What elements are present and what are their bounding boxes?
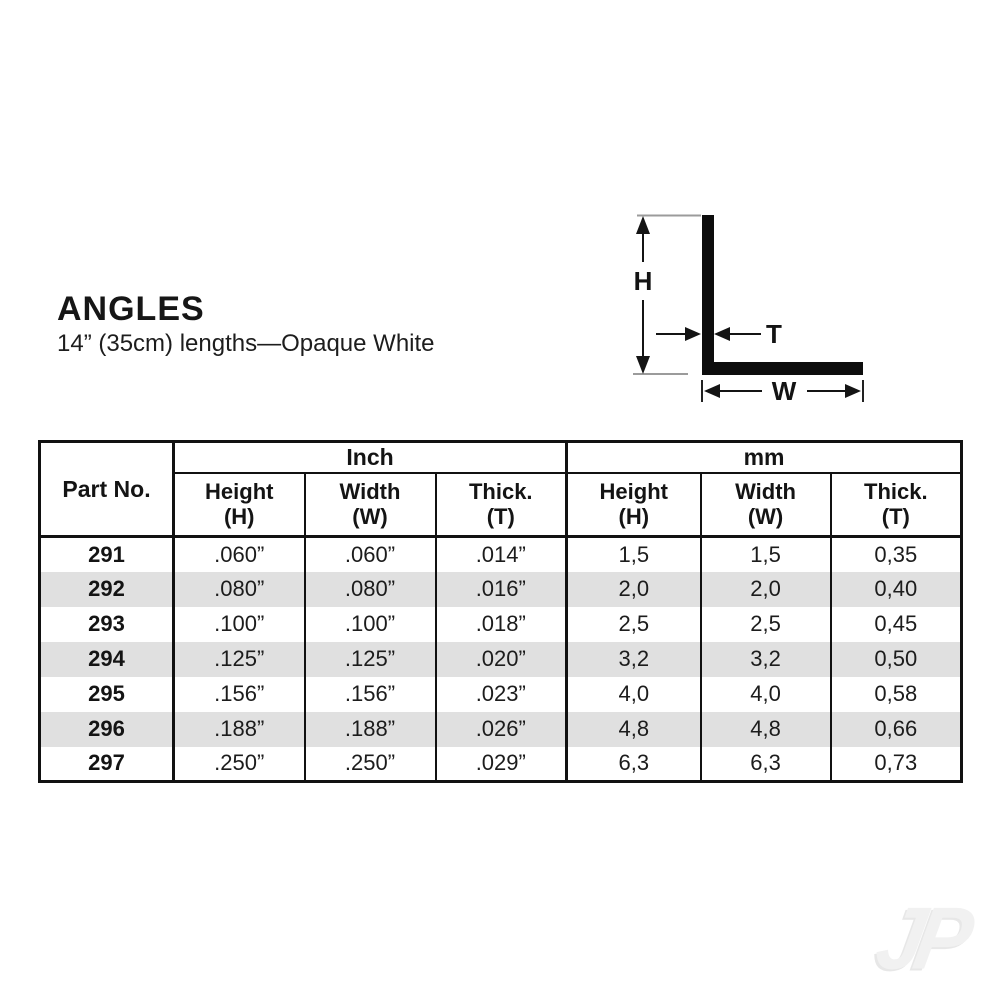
w-dim-label: W xyxy=(772,376,797,406)
mm-thick-cell: 0,45 xyxy=(829,606,962,642)
col-header-inch-height: Height (H) xyxy=(172,472,305,538)
mm-thick-cell: 0,35 xyxy=(829,536,962,572)
col-header-inch-thick: Thick. (T) xyxy=(434,472,567,538)
h-dim-label: H xyxy=(634,266,653,296)
inch-width-cell: .125” xyxy=(303,641,436,677)
inch-width-cell: .156” xyxy=(303,676,436,712)
mm-height-cell: 3,2 xyxy=(565,641,701,677)
group-header-mm: mm xyxy=(565,441,962,474)
header-line2: (H) xyxy=(223,504,255,530)
inch-height-cell: .156” xyxy=(172,676,305,712)
angles-spec-table: Part No. Inch mm Height (H) Width (W) Thic… xyxy=(38,440,964,783)
col-header-mm-height: Height (H) xyxy=(565,472,701,538)
header-line1: Width xyxy=(339,478,401,504)
col-header-mm-width: Width (W) xyxy=(699,472,831,538)
inch-height-cell: .100” xyxy=(172,606,305,642)
inch-height-cell: .188” xyxy=(172,711,305,747)
inch-height-cell: .250” xyxy=(172,746,305,782)
table-row: 294 .125” .125” .020” 3,2 3,2 0,50 xyxy=(39,641,962,677)
col-header-inch-width: Width (W) xyxy=(303,472,436,538)
header-line1: Thick. xyxy=(468,478,533,504)
inch-width-cell: .250” xyxy=(303,746,436,782)
table-row: 293 .100” .100” .018” 2,5 2,5 0,45 xyxy=(40,606,962,642)
header-line1: Width xyxy=(735,478,796,504)
mm-thick-cell: 0,50 xyxy=(829,641,962,677)
mm-thick-cell: 0,66 xyxy=(829,711,962,747)
inch-thick-cell: .016” xyxy=(434,571,567,607)
part-no-cell: 295 xyxy=(88,681,125,706)
group-header-row: Part No. Inch mm xyxy=(39,441,962,538)
inch-thick-cell: .029” xyxy=(434,746,567,782)
header-line2: (T) xyxy=(486,504,515,530)
page-title: ANGLES xyxy=(57,290,205,328)
sub-header-row: Height (H) Width (W) Thick. (T) Height (H) W… xyxy=(40,472,962,538)
mm-height-cell: 2,5 xyxy=(565,606,701,642)
mm-height-cell: 4,0 xyxy=(565,676,701,712)
arrowhead-right-icon xyxy=(685,327,701,341)
part-no-cell: 292 xyxy=(88,576,125,601)
table-row: 295 .156” .156” .023” 4,0 4,0 0,58 xyxy=(40,676,962,712)
inch-thick-cell: .020” xyxy=(434,641,567,677)
inch-width-cell: .188” xyxy=(303,711,436,747)
table-row: 291 .060” .060” .014” 1,5 1,5 0,35 xyxy=(40,536,962,572)
inch-width-cell: .080” xyxy=(303,571,436,607)
jp-watermark-logo: JP xyxy=(869,888,972,988)
header-line1: Height xyxy=(205,478,274,504)
inch-thick-cell: .023” xyxy=(434,676,567,712)
inch-height-cell: .060” xyxy=(172,536,305,572)
mm-thick-cell: 0,40 xyxy=(829,571,962,607)
header-line2: (W) xyxy=(747,504,784,530)
arrowhead-down-icon xyxy=(636,356,650,374)
mm-width-cell: 4,8 xyxy=(699,711,831,747)
mm-width-cell: 3,2 xyxy=(699,641,831,677)
mm-height-cell: 4,8 xyxy=(565,711,701,747)
inch-thick-cell: .018” xyxy=(434,606,567,642)
part-no-cell: 296 xyxy=(88,716,125,741)
arrowhead-left-icon xyxy=(714,327,730,341)
inch-height-cell: .125” xyxy=(172,641,305,677)
header-line1: Height xyxy=(599,478,668,504)
inch-width-cell: .060” xyxy=(303,536,436,572)
mm-width-cell: 1,5 xyxy=(699,536,831,572)
part-no-cell: 291 xyxy=(88,541,125,567)
angle-profile-shape xyxy=(702,215,863,375)
mm-height-cell: 1,5 xyxy=(565,536,701,572)
mm-thick-cell: 0,73 xyxy=(829,746,962,782)
mm-thick-cell: 0,58 xyxy=(829,676,962,712)
mm-width-cell: 2,5 xyxy=(699,606,831,642)
header-line2: (W) xyxy=(352,504,388,530)
header-line2: (T) xyxy=(881,504,910,530)
part-no-cell: 297 xyxy=(88,750,125,776)
part-no-cell: 294 xyxy=(88,646,125,671)
mm-height-cell: 2,0 xyxy=(565,571,701,607)
mm-width-cell: 6,3 xyxy=(699,746,831,782)
inch-width-cell: .100” xyxy=(303,606,436,642)
col-header-mm-thick: Thick. (T) xyxy=(829,472,962,538)
table-row: 297 .250” .250” .029” 6,3 6,3 0,73 xyxy=(40,746,962,782)
inch-thick-cell: .014” xyxy=(434,536,567,572)
header-line1: Thick. xyxy=(864,478,928,504)
col-header-part-no: Part No. xyxy=(39,441,174,538)
mm-height-cell: 6,3 xyxy=(565,746,701,782)
part-no-cell: 293 xyxy=(88,611,125,636)
table-row: 292 .080” .080” .016” 2,0 2,0 0,40 xyxy=(39,571,962,607)
mm-width-cell: 4,0 xyxy=(699,676,831,712)
header-line2: (H) xyxy=(618,504,650,530)
angle-cross-section-diagram: H T W xyxy=(633,214,864,406)
group-header-inch: Inch xyxy=(171,441,567,474)
t-dim-label: T xyxy=(766,319,782,349)
table-row: 296 .188” .188” .026” 4,8 4,8 0,66 xyxy=(39,711,962,747)
page-subtitle: 14” (35cm) lengths—Opaque White xyxy=(57,330,435,357)
mm-width-cell: 2,0 xyxy=(699,571,831,607)
inch-height-cell: .080” xyxy=(172,571,305,607)
arrowhead-left-icon xyxy=(704,384,720,398)
arrowhead-right-icon xyxy=(845,384,861,398)
inch-thick-cell: .026” xyxy=(434,711,567,747)
arrowhead-up-icon xyxy=(636,216,650,234)
